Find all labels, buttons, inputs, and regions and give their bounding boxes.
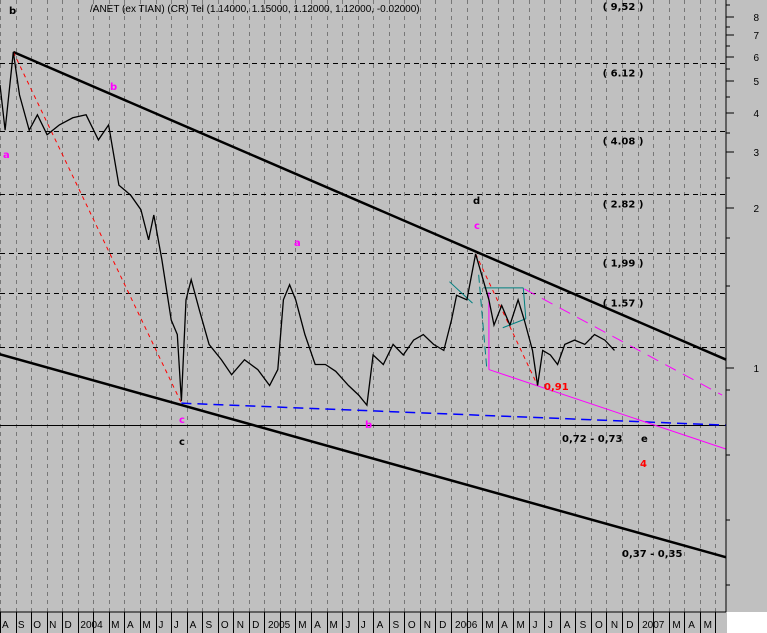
x-tick-label: A [190, 620, 197, 631]
level-label: ( 4.08 ) [603, 137, 644, 148]
y-tick-label: 4 [753, 109, 759, 120]
teal-5 [449, 281, 473, 304]
x-tick-label: O [33, 620, 41, 631]
magenta-solid [488, 369, 727, 450]
corner-wave-label: b [9, 6, 16, 17]
x-tick-label: O [408, 620, 416, 631]
magenta-dashed [524, 288, 723, 396]
low-value-label: 0,91 [544, 382, 569, 393]
x-tick-label: M [485, 620, 493, 631]
wave-label-d: d [473, 196, 480, 207]
wave-label-b2: b [365, 420, 372, 431]
x-tick-label: J [345, 620, 350, 631]
x-tick-label: O [595, 620, 603, 631]
x-tick-label: J [361, 620, 366, 631]
chart-title: /ANET (ex TIAN) (CR) Tel (1.14000, 1.150… [90, 4, 420, 15]
wave-label-4: 4 [640, 459, 647, 470]
x-tick-label: 2005 [268, 620, 291, 631]
teal-3 [502, 318, 527, 329]
x-tick-label: O [221, 620, 229, 631]
trendlines [0, 50, 727, 559]
x-tick-label: A [688, 620, 695, 631]
x-tick-label: A [314, 620, 321, 631]
wave-annotations: a b c c a b d c 0,91 0,72 - 0,73 e 4 0,3… [3, 82, 683, 560]
x-tick-label: M [517, 620, 525, 631]
blue-dashed [181, 402, 727, 426]
wave-label-b1: b [110, 82, 117, 93]
x-tick-label: D [626, 620, 633, 631]
x-tick-label: N [237, 620, 244, 631]
wave-label-a2: a [294, 238, 301, 249]
x-tick-label: M [329, 620, 337, 631]
level-lines [0, 63, 726, 426]
x-tick-label: S [580, 620, 587, 631]
x-tick-label: N [611, 620, 618, 631]
level-labels: ( 9,52 ) ( 6.12 ) ( 4.08 ) ( 2.82 ) ( 1,99 )… [603, 2, 644, 310]
y-tick-label: 2 [753, 204, 759, 215]
y-tick-label: 7 [753, 31, 759, 42]
wave-label-c1: c [179, 415, 185, 426]
target-range-label-1: 0,72 - 0,73 [562, 434, 623, 445]
x-tick-label: M [111, 620, 119, 631]
level-label: ( 9,52 ) [603, 2, 644, 13]
x-tick-label: D [439, 620, 446, 631]
x-tick-label: D [65, 620, 72, 631]
x-tick-label: M [704, 620, 712, 631]
teal-2 [522, 287, 527, 319]
x-tick-label: J [548, 620, 553, 631]
red-dashed-2 [475, 253, 539, 386]
lower-trendline [0, 352, 727, 559]
y-tick-label: 6 [753, 53, 759, 64]
x-tick-label: D [252, 620, 259, 631]
vertical-gridlines [0, 0, 716, 612]
red-dashed-1 [12, 51, 182, 404]
level-label: ( 2.82 ) [603, 200, 644, 211]
x-tick-label: M [298, 620, 306, 631]
level-label: ( 1.57 ) [603, 299, 644, 310]
teal-4 [478, 274, 488, 370]
x-tick-label: A [127, 620, 134, 631]
x-tick-label: S [18, 620, 25, 631]
x-tick-label: A [564, 620, 571, 631]
x-tick-label: N [49, 620, 56, 631]
x-tick-label: M [142, 620, 150, 631]
right-axis: 8 7 6 5 4 3 2 1 [726, 4, 759, 586]
x-tick-label: M [672, 620, 680, 631]
x-tick-label: S [205, 620, 212, 631]
x-tick-label: A [501, 620, 508, 631]
y-tick-label: 3 [753, 148, 759, 159]
x-tick-label: A [377, 620, 384, 631]
x-tick-label: J [532, 620, 537, 631]
y-tick-label: 5 [753, 77, 759, 88]
y-tick-label: 1 [753, 364, 759, 375]
wave-label-c-major: c [179, 437, 185, 448]
x-tick-label: 2004 [80, 620, 103, 631]
wave-label-e: e [641, 434, 648, 445]
x-tick-label: 2006 [455, 620, 478, 631]
y-tick-label: 8 [753, 13, 759, 24]
level-label: ( 1,99 ) [603, 259, 644, 270]
x-tick-label: J [158, 620, 163, 631]
bottom-axis: A S O N D 2004 M A M J J A S O N D 2005 M A M J J A S O N D 2006 M A M… [0, 612, 716, 633]
price-series-line [0, 51, 615, 407]
wave-label-a1: a [3, 150, 10, 161]
x-tick-label: J [174, 620, 179, 631]
x-tick-label: S [393, 620, 400, 631]
upper-trendline [12, 50, 727, 361]
x-tick-label: N [424, 620, 431, 631]
x-tick-label: A [2, 620, 9, 631]
target-range-label-2: 0,37 - 0,35 [622, 549, 683, 560]
level-label: ( 6.12 ) [603, 69, 644, 80]
x-tick-label: 2007 [642, 620, 665, 631]
corner-blank [727, 612, 767, 633]
wave-label-c2: c [474, 221, 480, 232]
